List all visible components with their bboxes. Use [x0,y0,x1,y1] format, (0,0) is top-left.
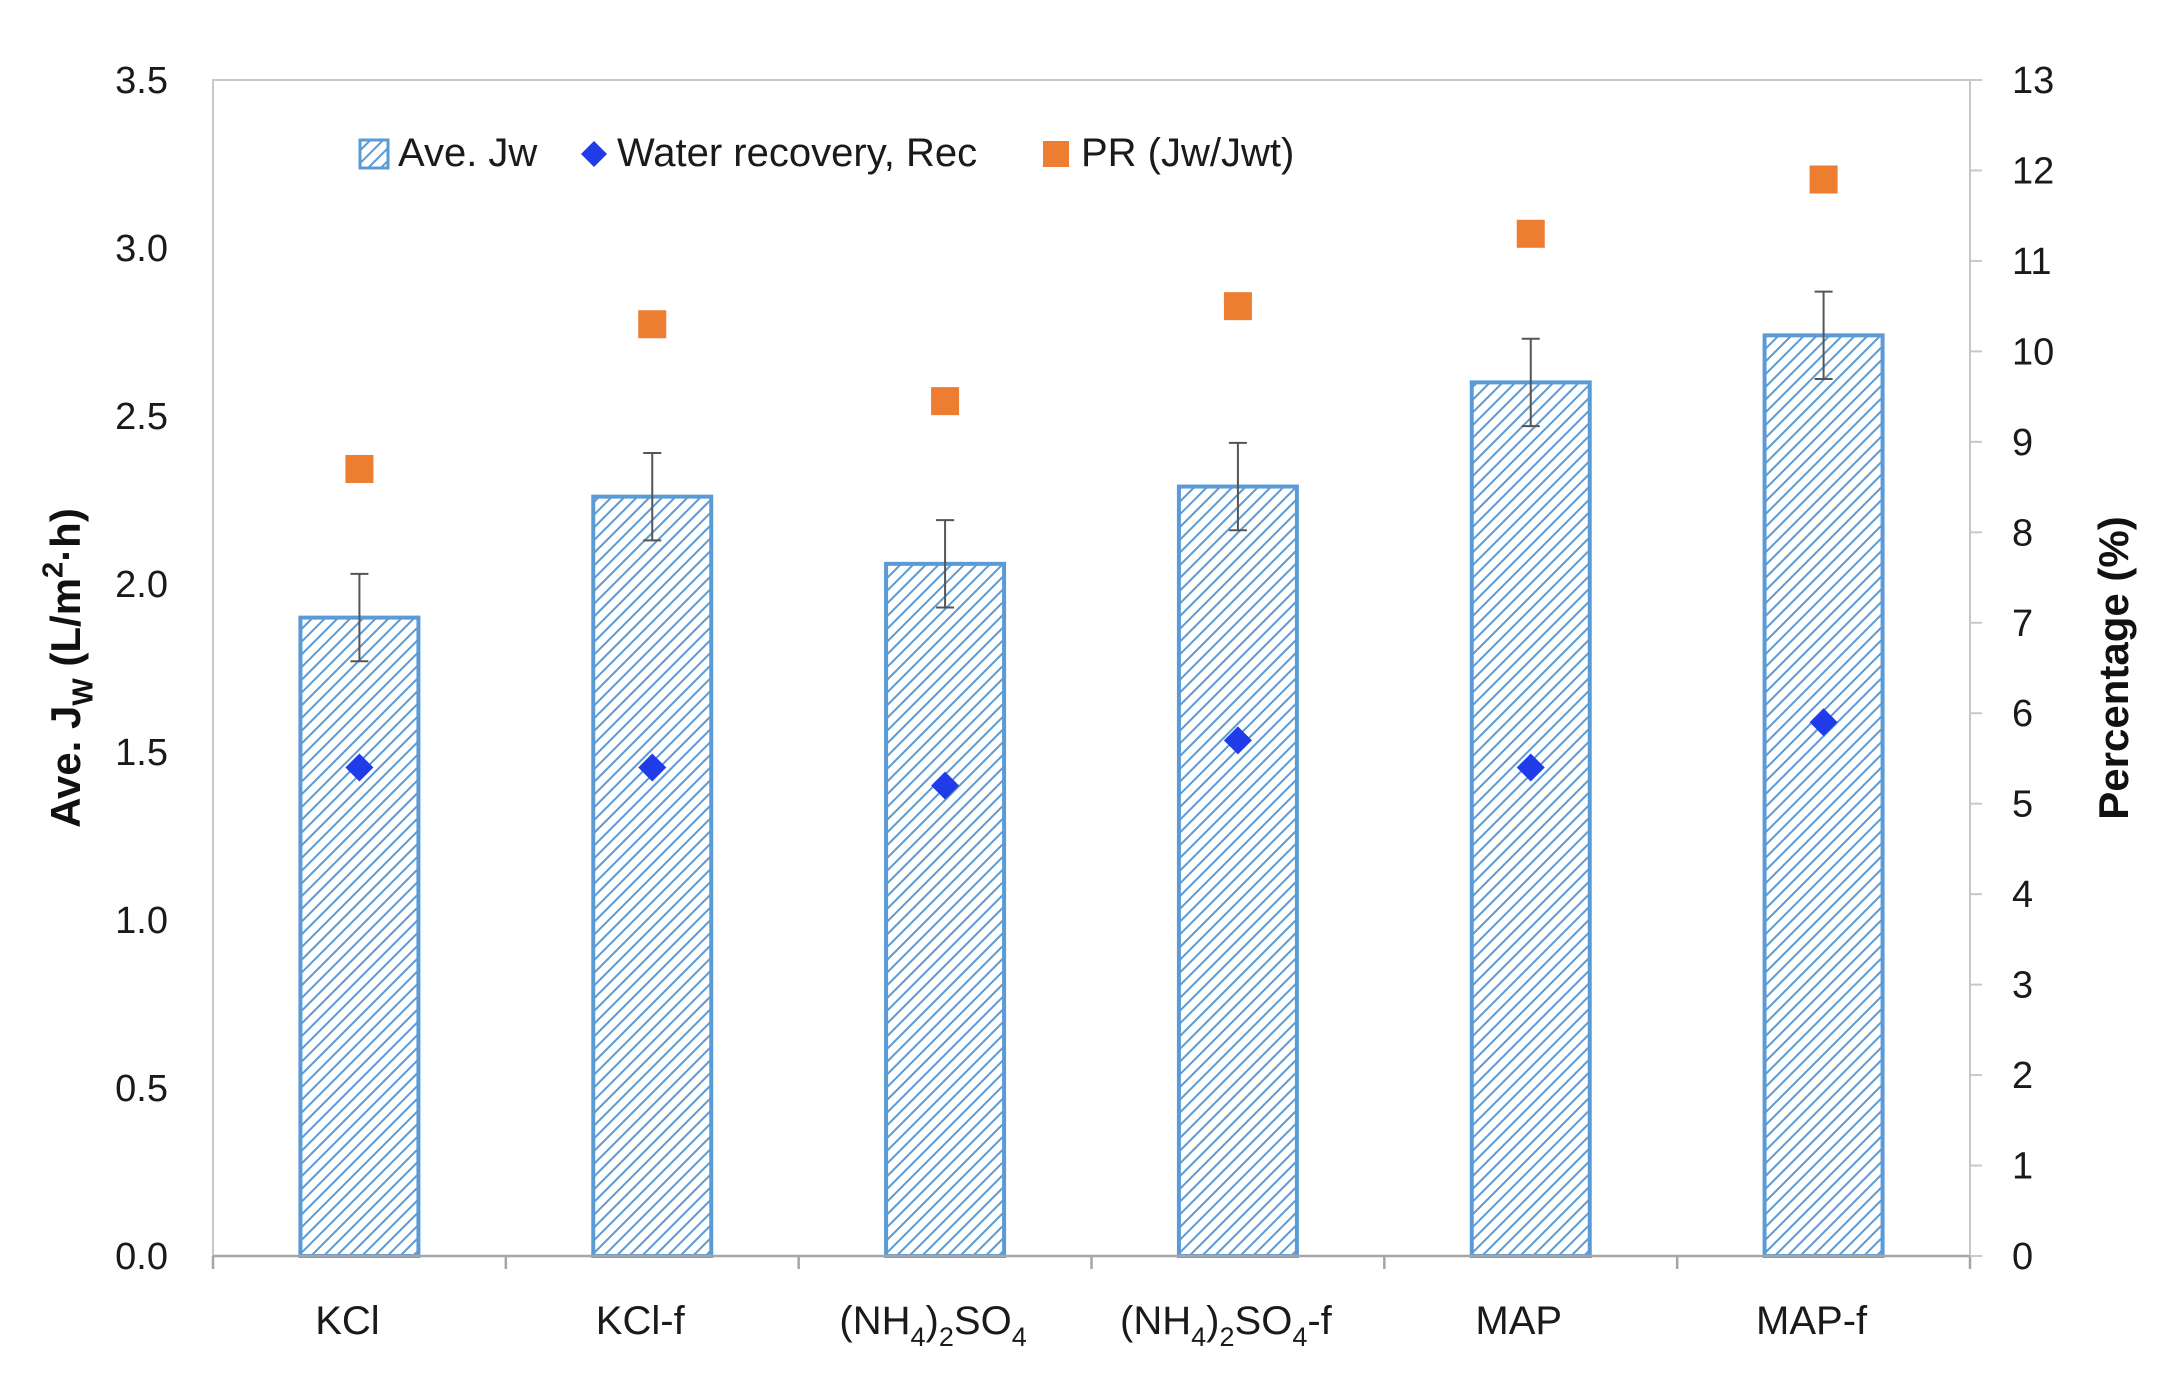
y-left-tick-label: 0.0 [115,1236,168,1278]
y-right-tick-label: 5 [2012,784,2033,826]
legend: Ave. Jw Water recovery, Rec PR (Jw/Jwt) [358,131,1294,175]
x-tick-label: (NH4)2SO4-f [1120,1299,1333,1352]
y-right-tick-label: 4 [2012,874,2033,916]
y-left-tick-label: 1.0 [115,900,168,942]
rec-point [345,753,374,782]
legend-label-rec: Water recovery, Rec [617,131,977,175]
pr-point [1223,292,1252,321]
bar [1176,484,1299,1258]
y-right-tick-label: 0 [2012,1236,2033,1278]
rec-point [1223,726,1252,755]
axes: KCl KCl-f (NH4)2SO4 (NH4)2SO4-f MAP MAP-f 0.0 0… [115,60,2054,1352]
y-right-tick-label: 12 [2012,150,2054,192]
y-right-tick-label: 8 [2012,512,2033,554]
y-left-tick-label: 3.0 [115,228,168,270]
rec-point [931,771,960,800]
bar-series [298,333,1885,1258]
rec-point [638,753,667,782]
axis-titles: Ave. JW (L/m2·h) Percentage (%) [37,508,2137,828]
y-right-tick-label: 2 [2012,1055,2033,1097]
y-right-tick-label: 9 [2012,422,2033,464]
y-right-tick-label: 6 [2012,693,2033,735]
y-left-tick-label: 3.5 [115,60,168,102]
y-left-tick-label: 1.5 [115,732,168,774]
rec-point [1809,708,1838,737]
y-left-tick-label: 0.5 [115,1068,168,1110]
legend-swatch-jw [358,138,390,170]
legend-swatch-pr [1043,141,1069,167]
y-left-tick-label: 2.0 [115,564,168,606]
bar [298,615,421,1258]
legend-label-pr: PR (Jw/Jwt) [1081,131,1294,175]
x-tick-label: (NH4)2SO4 [839,1299,1026,1352]
rec-point [1516,753,1545,782]
x-tick-label: MAP-f [1756,1299,1868,1343]
y-right-tick-label: 13 [2012,60,2054,102]
pr-point [1516,219,1545,248]
bar [1762,333,1885,1258]
x-tick-label: MAP [1475,1299,1562,1343]
pr-point [931,387,960,416]
pr-point [1809,165,1838,194]
bar [591,494,714,1258]
y-right-tick-label: 1 [2012,1146,2033,1188]
y-right-tick-label: 3 [2012,965,2033,1007]
plot-frame [212,79,1971,1257]
y-right-tick-label: 11 [2012,241,2051,283]
marker-series [345,165,1838,800]
y-left-tick-label: 2.5 [115,396,168,438]
y-left-axis-title: Ave. JW (L/m2·h) [37,508,99,828]
y-right-tick-label: 7 [2012,603,2033,645]
bar [1469,380,1592,1258]
x-tick-label: KCl [315,1299,379,1343]
y-right-tick-label: 10 [2012,331,2054,373]
x-tick-label: KCl-f [596,1299,686,1343]
error-bars [350,290,1833,663]
bar [884,561,1007,1258]
y-right-axis-title: Percentage (%) [2090,516,2137,819]
legend-swatch-rec [581,141,607,167]
legend-label-jw: Ave. Jw [398,131,537,175]
pr-point [345,454,374,483]
pr-point [638,310,667,339]
